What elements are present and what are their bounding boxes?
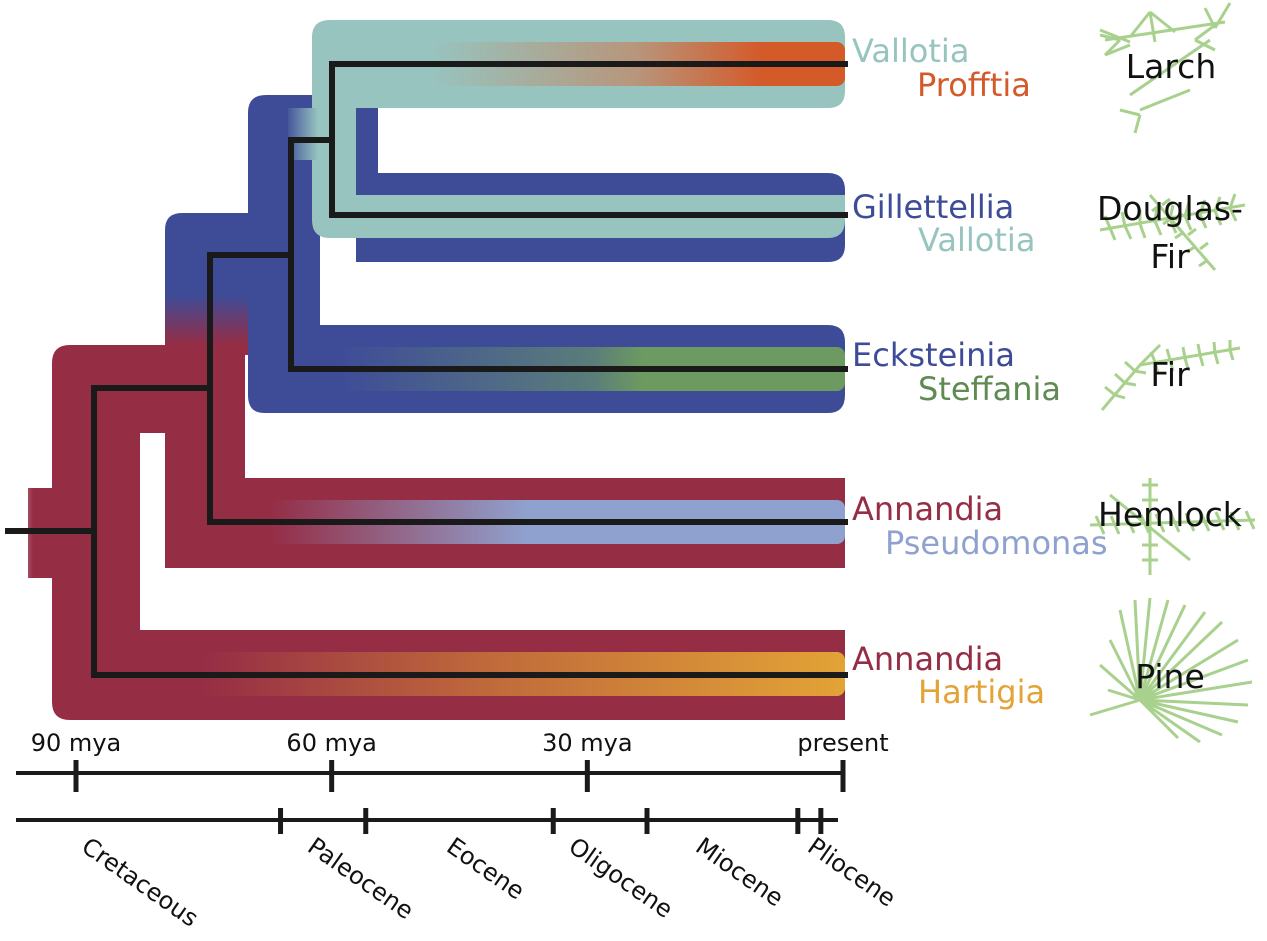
epoch-label-pliocene: Pliocene xyxy=(803,832,901,913)
symbiont-label: Vallotia xyxy=(918,221,1035,259)
pine-needle-icon xyxy=(1089,597,1253,744)
clade-larch-labels: Vallotia Profftia Larch xyxy=(852,32,1216,104)
time-axis-ticks: 90 mya 60 mya 30 mya present xyxy=(31,729,889,792)
host-label: Larch xyxy=(1126,47,1217,86)
larch-needle-icon xyxy=(1099,2,1232,134)
symbiont-label: Vallotia xyxy=(852,32,969,70)
hemlock-needle-icon xyxy=(1089,478,1256,575)
symbiont-label: Annandia xyxy=(852,490,1003,528)
epoch-labels: Cretaceous Paleocene Eocene Oligocene Mi… xyxy=(77,832,901,933)
clade-douglas-labels: Gillettellia Vallotia Douglas- Fir xyxy=(852,188,1243,276)
clade-hemlock-labels: Annandia Pseudomonas Hemlock xyxy=(852,490,1243,562)
epoch-label-oligocene: Oligocene xyxy=(564,832,678,924)
epoch-label-paleocene: Paleocene xyxy=(303,832,419,925)
clade-pine-labels: Annandia Hartigia Pine xyxy=(852,640,1205,711)
host-label: Hemlock xyxy=(1098,495,1243,534)
symbiont-label: Ecksteinia xyxy=(852,336,1015,374)
symbiont-label: Hartigia xyxy=(918,673,1045,711)
epoch-label-eocene: Eocene xyxy=(442,832,530,905)
time-tick-label-1: 60 mya xyxy=(286,729,376,757)
time-tick-label-2: 30 mya xyxy=(542,729,632,757)
time-tick-label-3: present xyxy=(797,729,888,757)
symbiont-label: Pseudomonas xyxy=(885,524,1108,562)
host-label: Douglas- xyxy=(1097,189,1243,228)
host-label: Fir xyxy=(1150,237,1190,276)
symbiont-label: Steffania xyxy=(918,370,1061,408)
douglas-fir-needle-icon xyxy=(1099,193,1246,271)
epoch-axis-ticks xyxy=(278,808,824,834)
symbiont-label: Gillettellia xyxy=(852,188,1014,226)
epoch-label-miocene: Miocene xyxy=(691,832,789,912)
time-tick-label-0: 90 mya xyxy=(31,729,121,757)
symbiont-label: Profftia xyxy=(917,66,1031,104)
host-phylogeny-tree xyxy=(5,61,848,678)
host-label: Pine xyxy=(1135,657,1205,696)
host-label: Fir xyxy=(1150,355,1190,394)
symbiont-label: Annandia xyxy=(852,640,1003,678)
epoch-label-cretaceous: Cretaceous xyxy=(77,832,204,933)
clade-fir-labels: Ecksteinia Steffania Fir xyxy=(852,336,1190,408)
fir-needle-icon xyxy=(1100,340,1241,411)
